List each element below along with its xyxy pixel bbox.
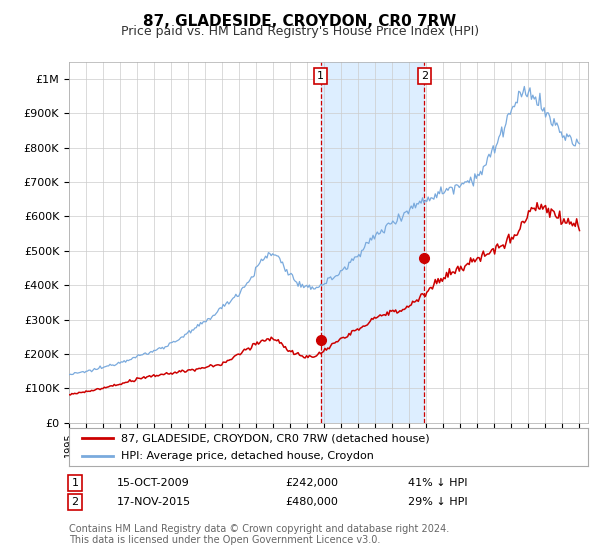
Text: Contains HM Land Registry data © Crown copyright and database right 2024.
This d: Contains HM Land Registry data © Crown c… (69, 524, 449, 545)
Text: 2: 2 (421, 71, 428, 81)
Text: 15-OCT-2009: 15-OCT-2009 (117, 478, 190, 488)
Text: 87, GLADESIDE, CROYDON, CR0 7RW: 87, GLADESIDE, CROYDON, CR0 7RW (143, 14, 457, 29)
Text: £480,000: £480,000 (285, 497, 338, 507)
Text: 1: 1 (317, 71, 324, 81)
Bar (320, 62, 424, 423)
Text: 87, GLADESIDE, CROYDON, CR0 7RW (detached house): 87, GLADESIDE, CROYDON, CR0 7RW (detache… (121, 433, 430, 443)
Text: Price paid vs. HM Land Registry's House Price Index (HPI): Price paid vs. HM Land Registry's House … (121, 25, 479, 38)
Text: 41% ↓ HPI: 41% ↓ HPI (408, 478, 467, 488)
Text: 2: 2 (71, 497, 79, 507)
Text: 17-NOV-2015: 17-NOV-2015 (117, 497, 191, 507)
Text: 29% ↓ HPI: 29% ↓ HPI (408, 497, 467, 507)
Text: 1: 1 (71, 478, 79, 488)
Text: HPI: Average price, detached house, Croydon: HPI: Average price, detached house, Croy… (121, 451, 374, 461)
Text: £242,000: £242,000 (285, 478, 338, 488)
